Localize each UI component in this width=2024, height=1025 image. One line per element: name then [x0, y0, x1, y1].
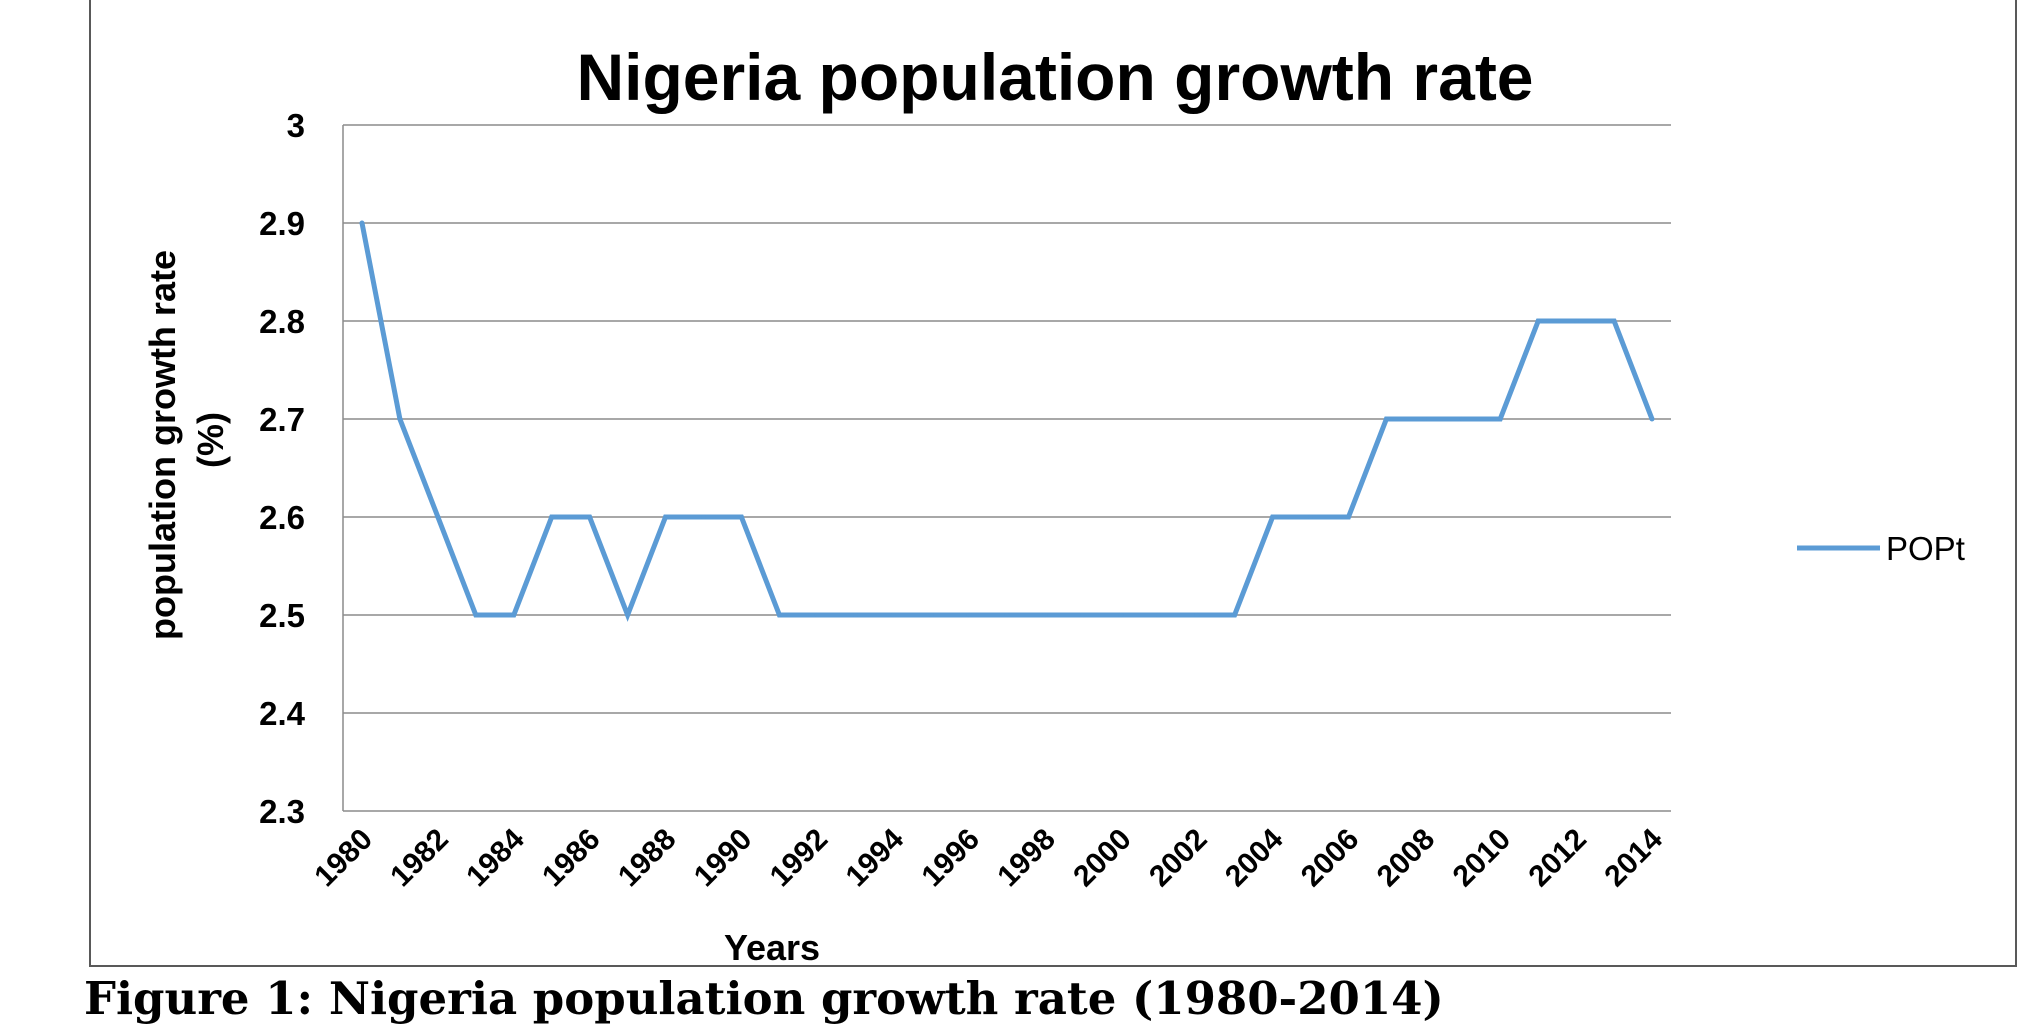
- data-point: [1232, 612, 1238, 618]
- legend: POPt: [1797, 530, 1965, 567]
- data-point: [435, 514, 441, 520]
- data-point: [1497, 416, 1503, 422]
- y-axis-label: population growth rate (%): [142, 240, 231, 640]
- data-point: [1156, 612, 1162, 618]
- data-point: [1308, 514, 1314, 520]
- data-point: [1611, 318, 1617, 324]
- y-tick-label: 2.7: [259, 401, 305, 438]
- y-tick-label: 2.5: [259, 597, 305, 634]
- y-tick-label: 2.3: [259, 793, 305, 830]
- y-tick-label: 2.8: [259, 303, 305, 340]
- data-point: [1421, 416, 1427, 422]
- data-point: [1573, 318, 1579, 324]
- data-point: [776, 612, 782, 618]
- data-point: [1270, 514, 1276, 520]
- chart-area-border: [89, 0, 2017, 967]
- data-point: [1080, 612, 1086, 618]
- data-point: [397, 416, 403, 422]
- chart-title: Nigeria population growth rate: [576, 40, 1533, 114]
- data-point: [663, 514, 669, 520]
- data-point: [1118, 612, 1124, 618]
- y-axis-label-line-2: (%): [190, 412, 231, 468]
- y-tick-labels: 2.3 2.4 2.5 2.6 2.7 2.8 2.9 3: [259, 107, 306, 830]
- data-point: [966, 612, 972, 618]
- series-layer: [359, 220, 1655, 622]
- data-point: [700, 514, 706, 520]
- data-point: [549, 514, 555, 520]
- legend-label: POPt: [1886, 530, 1965, 567]
- x-axis-label: Years: [724, 927, 820, 968]
- data-point: [1459, 416, 1465, 422]
- y-tick-label: 2.9: [259, 205, 305, 242]
- data-point: [928, 612, 934, 618]
- axes: [342, 125, 1671, 812]
- data-point: [814, 612, 820, 618]
- data-point: [1649, 416, 1655, 422]
- data-point: [1383, 416, 1389, 422]
- data-point: [852, 612, 858, 618]
- data-point: [1004, 612, 1010, 618]
- data-point: [587, 514, 593, 520]
- figure-caption: Figure 1: Nigeria population growth rate…: [84, 972, 1444, 1025]
- y-axis-label-line-1: population growth rate: [142, 250, 183, 640]
- data-point: [1042, 612, 1048, 618]
- data-point: [625, 612, 631, 618]
- data-point: [511, 612, 517, 618]
- data-point: [1194, 612, 1200, 618]
- data-point: [890, 612, 896, 618]
- data-point: [1345, 514, 1351, 520]
- y-tick-label: 2.6: [259, 499, 305, 536]
- y-tick-label: 2.4: [259, 695, 306, 732]
- y-tick-label: 3: [287, 107, 305, 144]
- data-point: [738, 514, 744, 520]
- data-point: [473, 612, 479, 618]
- data-point: [1535, 318, 1541, 324]
- data-point: [359, 220, 365, 226]
